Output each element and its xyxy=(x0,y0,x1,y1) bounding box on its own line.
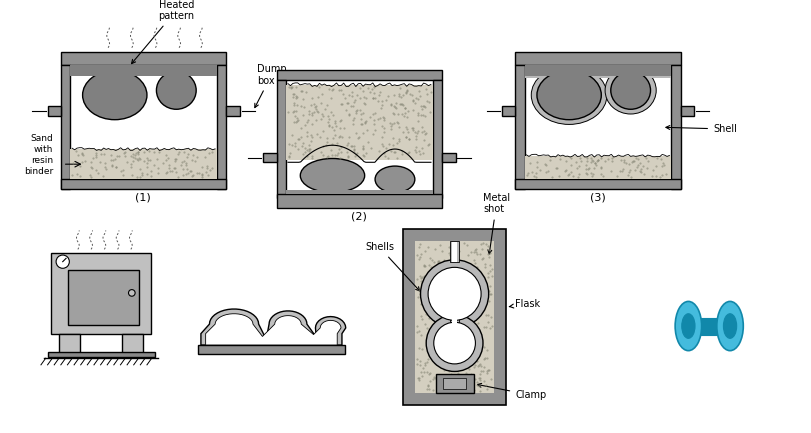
Bar xyxy=(444,378,466,389)
Bar xyxy=(415,241,495,393)
Bar xyxy=(450,241,459,262)
Circle shape xyxy=(428,267,481,320)
Polygon shape xyxy=(264,153,277,162)
Ellipse shape xyxy=(537,71,601,120)
Bar xyxy=(452,317,457,349)
Bar xyxy=(525,65,672,189)
Bar xyxy=(404,229,506,404)
Ellipse shape xyxy=(375,166,415,193)
Circle shape xyxy=(421,260,489,328)
Polygon shape xyxy=(201,309,345,345)
Circle shape xyxy=(434,322,475,364)
Text: Sand
with
resin
binder: Sand with resin binder xyxy=(24,133,54,176)
Bar xyxy=(525,65,672,76)
Ellipse shape xyxy=(157,71,196,109)
Ellipse shape xyxy=(682,314,695,338)
Text: Shell: Shell xyxy=(666,124,737,134)
Bar xyxy=(59,333,79,355)
Text: Shells: Shells xyxy=(365,242,419,291)
Bar xyxy=(217,65,226,189)
Bar xyxy=(198,345,345,355)
Bar xyxy=(436,374,474,393)
Circle shape xyxy=(56,255,70,268)
Ellipse shape xyxy=(605,67,656,114)
Bar xyxy=(525,65,672,78)
Bar xyxy=(672,65,680,189)
Bar xyxy=(452,242,457,262)
Polygon shape xyxy=(226,107,240,116)
Text: Flask: Flask xyxy=(509,299,540,309)
Text: Dump
box: Dump box xyxy=(255,64,286,107)
Polygon shape xyxy=(206,314,341,345)
Ellipse shape xyxy=(717,301,744,351)
Bar xyxy=(71,61,217,189)
Polygon shape xyxy=(48,107,61,116)
Ellipse shape xyxy=(300,158,365,193)
Bar xyxy=(71,149,217,179)
Text: Clamp: Clamp xyxy=(478,383,547,400)
Bar xyxy=(689,317,730,335)
Bar xyxy=(277,80,286,198)
Bar xyxy=(525,65,672,76)
Bar xyxy=(286,80,433,198)
Bar xyxy=(277,194,442,208)
Ellipse shape xyxy=(531,66,607,124)
Text: (2): (2) xyxy=(351,211,367,221)
Circle shape xyxy=(128,290,135,296)
Text: Heated
pattern: Heated pattern xyxy=(131,0,195,64)
Bar xyxy=(48,352,155,357)
Bar xyxy=(450,317,459,349)
Bar xyxy=(71,65,217,76)
Bar xyxy=(515,179,680,189)
Polygon shape xyxy=(680,107,694,116)
Ellipse shape xyxy=(675,301,702,351)
Bar xyxy=(61,179,226,189)
Ellipse shape xyxy=(611,71,650,109)
Bar xyxy=(433,80,442,198)
Bar xyxy=(277,71,442,80)
Bar xyxy=(61,52,226,65)
Bar xyxy=(286,85,433,160)
Circle shape xyxy=(427,315,483,372)
Bar xyxy=(68,270,139,325)
Text: (3): (3) xyxy=(590,192,605,202)
Bar xyxy=(51,253,151,333)
Polygon shape xyxy=(502,107,515,116)
Bar xyxy=(515,65,525,189)
Text: (1): (1) xyxy=(135,192,151,202)
Text: Metal
shot: Metal shot xyxy=(483,193,510,254)
Bar xyxy=(61,65,71,189)
Ellipse shape xyxy=(723,314,736,338)
Bar xyxy=(515,52,680,65)
Ellipse shape xyxy=(83,71,147,120)
Bar xyxy=(525,155,672,179)
Polygon shape xyxy=(442,153,456,162)
Bar xyxy=(286,190,433,194)
Bar xyxy=(122,333,144,355)
